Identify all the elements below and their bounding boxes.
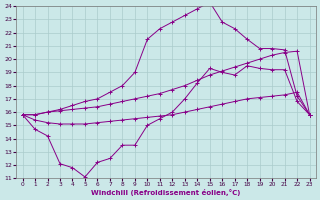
X-axis label: Windchill (Refroidissement éolien,°C): Windchill (Refroidissement éolien,°C) xyxy=(92,189,241,196)
